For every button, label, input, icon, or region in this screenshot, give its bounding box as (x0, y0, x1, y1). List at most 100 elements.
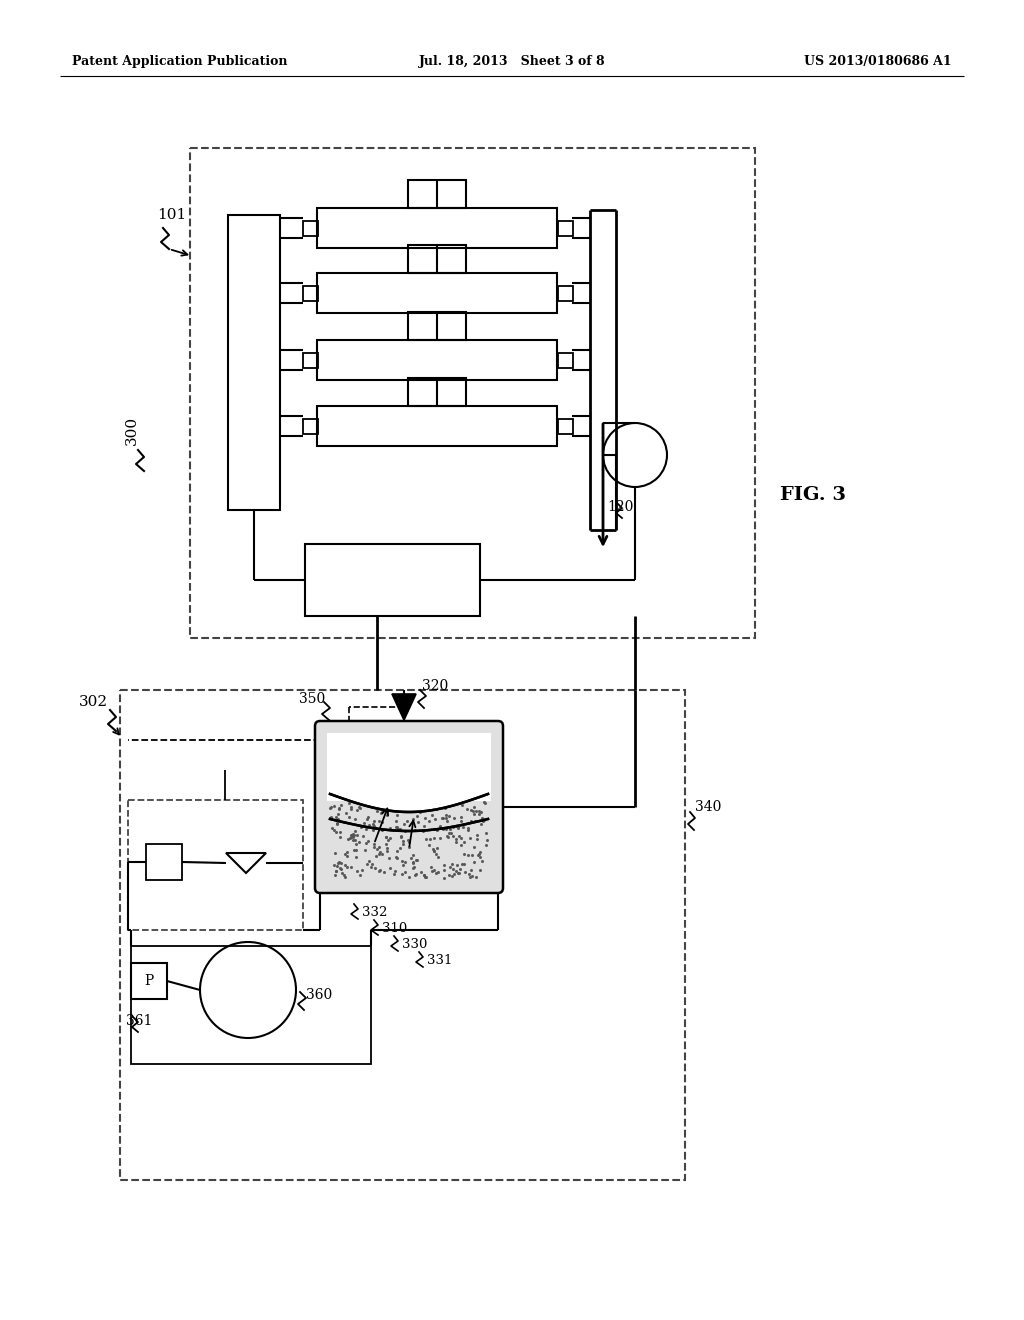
Point (345, 830, 361, 851)
Point (331, 799, 347, 820)
Point (444, 817, 461, 838)
Point (396, 820, 413, 841)
Point (389, 791, 406, 812)
Point (401, 832, 418, 853)
Point (332, 821, 348, 842)
Point (350, 832, 367, 853)
Point (407, 865, 423, 886)
Point (372, 842, 388, 863)
Point (348, 846, 365, 867)
Point (453, 807, 469, 828)
Point (394, 855, 411, 876)
Point (345, 822, 361, 843)
Point (348, 833, 365, 854)
Bar (317, 273, 557, 313)
Point (439, 810, 456, 832)
Point (406, 792, 422, 813)
Bar (327, 733, 490, 801)
Point (345, 840, 361, 861)
Point (441, 822, 458, 843)
Point (347, 821, 364, 842)
Point (322, 797, 338, 818)
Point (371, 837, 387, 858)
Point (402, 847, 419, 869)
Point (381, 792, 397, 813)
Point (466, 796, 482, 817)
Bar (317, 209, 557, 248)
Point (435, 808, 452, 829)
Point (439, 826, 456, 847)
Bar (131, 964, 167, 999)
Bar (146, 843, 182, 880)
Text: 310: 310 (382, 921, 408, 935)
Point (475, 792, 492, 813)
Text: 120: 120 (607, 500, 634, 513)
Text: 350: 350 (299, 692, 326, 706)
Point (434, 808, 451, 829)
Point (404, 808, 421, 829)
Point (395, 789, 412, 810)
Text: 331: 331 (427, 953, 453, 966)
Bar (305, 544, 480, 616)
Point (468, 800, 484, 821)
Point (404, 857, 421, 878)
Point (430, 846, 446, 867)
Point (457, 862, 473, 883)
Point (374, 801, 390, 822)
Point (339, 846, 355, 867)
Point (368, 817, 384, 838)
Point (424, 861, 440, 882)
Point (445, 863, 462, 884)
Point (334, 862, 350, 883)
Point (408, 850, 424, 871)
Point (400, 837, 417, 858)
Point (371, 861, 387, 882)
Point (468, 866, 484, 887)
Point (380, 829, 396, 850)
Point (445, 808, 462, 829)
Point (355, 793, 372, 814)
Point (338, 803, 354, 824)
Bar (120, 690, 685, 1180)
Point (323, 807, 339, 828)
Point (379, 837, 395, 858)
Point (450, 862, 466, 883)
Point (437, 808, 454, 829)
Point (366, 810, 382, 832)
Point (370, 838, 386, 859)
Point (476, 810, 493, 832)
Point (459, 799, 475, 820)
Point (378, 833, 394, 854)
Point (439, 826, 456, 847)
Point (333, 853, 349, 874)
Point (348, 840, 365, 861)
Point (437, 797, 454, 818)
Point (478, 834, 495, 855)
Point (324, 817, 340, 838)
Point (336, 865, 352, 886)
Point (476, 792, 493, 813)
Point (388, 847, 404, 869)
Point (450, 818, 466, 840)
Point (454, 795, 470, 816)
Point (463, 810, 479, 832)
Point (387, 846, 403, 867)
Point (397, 851, 414, 873)
Point (362, 857, 379, 878)
Point (456, 832, 472, 853)
Point (440, 805, 457, 826)
Bar (128, 800, 303, 931)
Point (432, 816, 449, 837)
Point (407, 820, 423, 841)
Point (447, 861, 464, 882)
Point (391, 789, 408, 810)
Text: 332: 332 (362, 906, 387, 919)
Point (474, 851, 490, 873)
Point (326, 854, 342, 875)
Point (372, 859, 388, 880)
Point (427, 862, 443, 883)
Point (463, 865, 479, 886)
Point (324, 796, 340, 817)
Point (424, 805, 440, 826)
Point (366, 813, 382, 834)
